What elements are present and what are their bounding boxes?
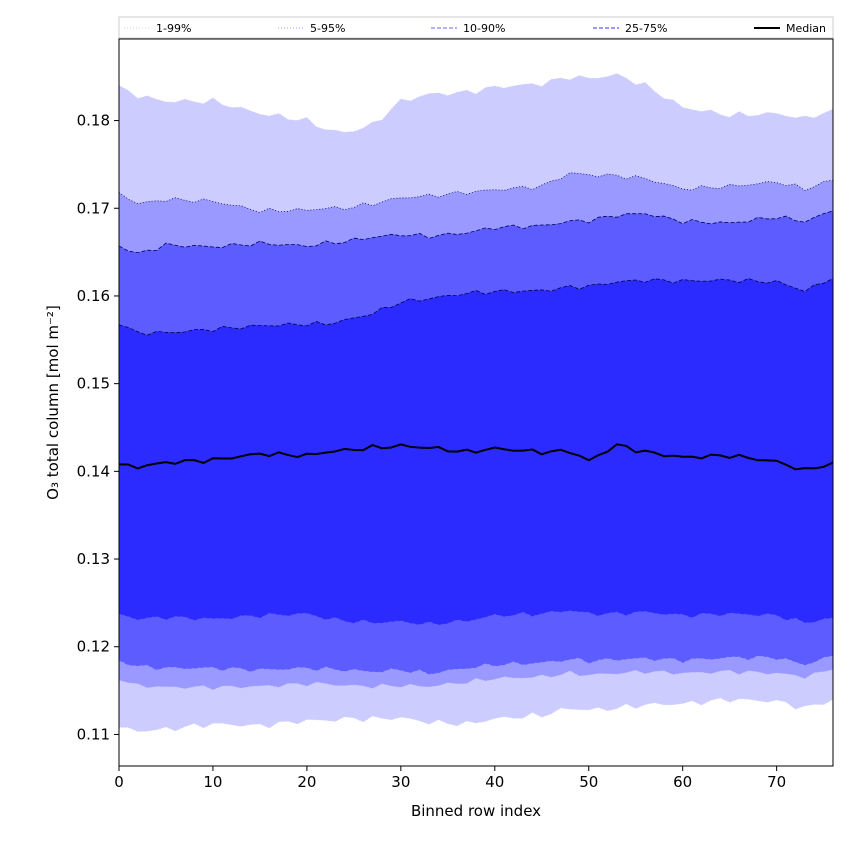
band-1-99-lower-edge: [118, 697, 834, 732]
x-tick-label: 30: [391, 773, 410, 791]
x-tick-label: 70: [767, 773, 786, 791]
y-tick-label: 0.13: [77, 550, 110, 568]
x-tick-label: 20: [297, 773, 316, 791]
median-layer: [118, 443, 834, 471]
y-tick-label: 0.15: [77, 375, 110, 393]
legend-label: 5-95%: [310, 22, 345, 35]
legend-label: Median: [786, 22, 826, 35]
x-tick-label: 50: [579, 773, 598, 791]
band-25-75-upper-edge: [118, 278, 834, 336]
y-tick-label: 0.11: [77, 725, 110, 743]
legend-box: [118, 16, 834, 39]
x-tick-label: 60: [673, 773, 692, 791]
band-10-90-upper-edge: [118, 210, 834, 254]
y-tick-label: 0.14: [77, 462, 110, 480]
x-tick-label: 40: [485, 773, 504, 791]
y-axis-label: O₃ total column [mol m⁻²]: [44, 305, 62, 500]
band-25-75: [119, 278, 833, 625]
median-line: [118, 443, 834, 471]
legend-label: 25-75%: [625, 22, 667, 35]
y-tick-label: 0.12: [77, 638, 110, 656]
y-tick-label: 0.17: [77, 199, 110, 217]
y-axis: 0.11 0.12 0.13 0.14 0.15 0.16 0.17 0.18: [77, 112, 119, 743]
x-axis: 0 10 20 30 40 50 60 70: [114, 766, 786, 791]
x-tick-label: 10: [203, 773, 222, 791]
y-tick-label: 0.18: [77, 112, 110, 130]
legend-label: 1-99%: [156, 22, 191, 35]
band-10-90-lower-edge: [118, 655, 834, 675]
legend: 1-99% 5-95% 10-90% 25-75% Median: [118, 16, 834, 39]
legend-label: 10-90%: [463, 22, 505, 35]
y-tick-label: 0.16: [77, 287, 110, 305]
percentile-bands: [118, 73, 834, 732]
x-axis-label: Binned row index: [411, 802, 541, 820]
plot-frame: [118, 38, 834, 767]
band-25-75-lower-edge: [118, 610, 834, 625]
x-tick-label: 0: [114, 773, 124, 791]
